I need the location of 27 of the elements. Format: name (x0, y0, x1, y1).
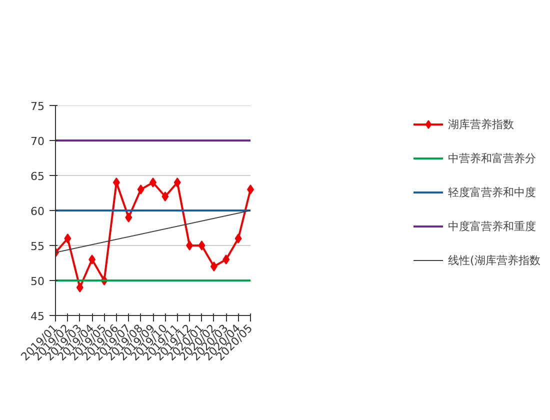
y-tick-label: 55 (30, 240, 45, 253)
point (222, 254, 230, 264)
y-tick-label: 60 (30, 205, 45, 218)
y-tick-label: 45 (30, 310, 45, 323)
point (174, 178, 181, 188)
point (64, 234, 72, 244)
y-tick-label: 75 (30, 100, 45, 113)
legend-label: 湖库营养指数 (448, 116, 514, 132)
legend-label: 中度富营养和重度 (448, 218, 536, 234)
y-tick-label: 70 (30, 135, 45, 148)
y-tick-label: 50 (30, 275, 45, 288)
point (112, 178, 120, 188)
point (234, 234, 242, 244)
point (125, 212, 132, 222)
point (150, 178, 156, 188)
point (210, 262, 218, 272)
y-tick-label: 65 (30, 170, 45, 183)
legend-label: 轻度富营养和中度 (448, 184, 536, 200)
legend-label: 中营养和富营养分 (448, 150, 536, 166)
point (88, 254, 96, 264)
point (247, 184, 254, 194)
point (198, 240, 206, 250)
point (137, 184, 144, 194)
point (186, 240, 194, 250)
point (162, 192, 169, 202)
legend-label: 线性(湖库营养指数 (448, 252, 540, 268)
point (76, 282, 84, 292)
